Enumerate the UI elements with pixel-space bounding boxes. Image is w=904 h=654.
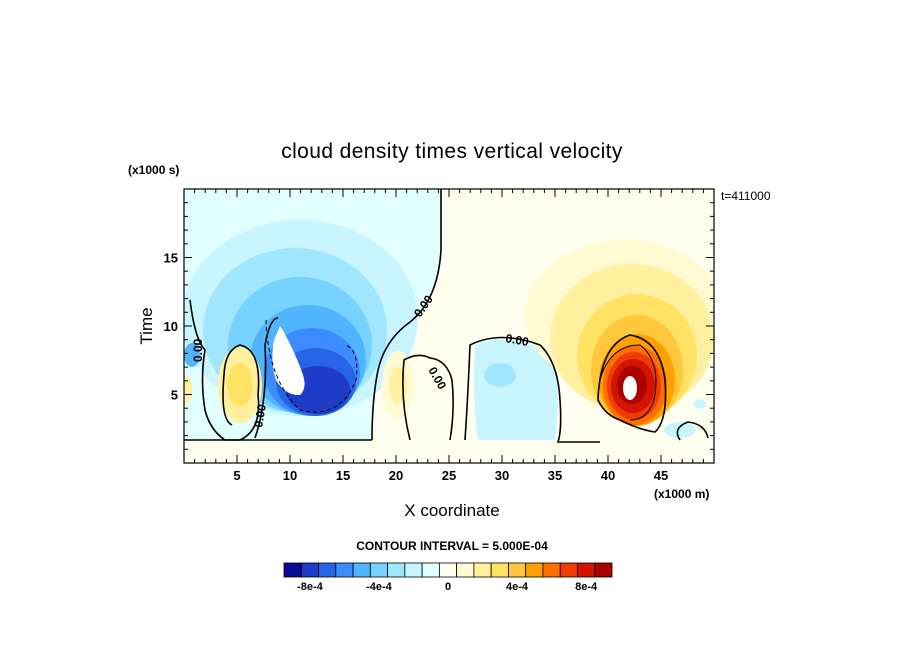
- colorbar-swatch: [335, 562, 354, 578]
- colorbar-label: 0: [445, 581, 451, 593]
- positive-blob-mid-core: [389, 367, 407, 403]
- colorbar-swatch: [508, 562, 527, 578]
- positive-core-saturated: [623, 376, 637, 400]
- positive-edge-left: [184, 376, 192, 404]
- x-axis-ticks: 5 10 15 20 25 30 35 40 45: [194, 189, 704, 483]
- positive-blob-left-core: [227, 363, 253, 407]
- colorbar-swatch: [490, 562, 509, 578]
- y-tick-label: 10: [164, 319, 178, 334]
- colorbar-swatch: [421, 562, 440, 578]
- x-tick-label: 35: [548, 468, 562, 483]
- zero-contour-mid: [402, 354, 454, 441]
- zero-contours: [184, 189, 709, 443]
- colorbar-swatch: [369, 562, 388, 578]
- zero-contour-left: [189, 299, 260, 441]
- colorbar-swatch: [456, 562, 475, 578]
- y-axis-unit: (x1000 s): [128, 163, 180, 177]
- colorbar: [283, 562, 613, 578]
- y-axis-ticks: 5 10 15: [164, 202, 714, 450]
- x-axis-unit: (x1000 m): [654, 487, 710, 501]
- chart-title: cloud density times vertical velocity: [281, 140, 623, 163]
- colorbar-swatch: [438, 562, 458, 578]
- colorbar-swatch: [577, 562, 596, 578]
- contour-interval-label: CONTOUR INTERVAL = 5.000E-04: [356, 539, 548, 553]
- colorbar-swatch: [559, 562, 578, 578]
- colorbar-label: -4e-4: [366, 581, 393, 593]
- contour-label-2: 0.00: [504, 331, 530, 349]
- field-lower-band: [184, 442, 714, 463]
- colorbar-swatch: [300, 562, 319, 578]
- x-tick-label: 5: [233, 468, 240, 483]
- contour-label-5: 0.00: [251, 403, 269, 429]
- x-tick-label: 40: [601, 468, 615, 483]
- colorbar-label: 8e-4: [575, 581, 598, 593]
- x-tick-label: 30: [495, 468, 509, 483]
- x-tick-label: 10: [283, 468, 297, 483]
- x-axis-label: X coordinate: [404, 501, 500, 520]
- colorbar-swatch: [318, 562, 337, 578]
- zero-contour-right: [464, 336, 600, 443]
- negative-core-saturated: [272, 326, 305, 396]
- left-edge-negative: [184, 343, 200, 367]
- x-tick-label: 45: [654, 468, 668, 483]
- colorbar-swatch: [352, 562, 371, 578]
- colorbar-swatch: [473, 562, 492, 578]
- colorbar-label: -8e-4: [297, 581, 324, 593]
- colorbar-labels: -8e-4 -4e-4 0 4e-4 8e-4: [297, 581, 598, 593]
- colorbar-swatch: [404, 562, 423, 578]
- contour-label-4: 0.00: [191, 338, 205, 362]
- y-tick-label: 15: [164, 251, 178, 266]
- colorbar-swatch: [594, 562, 613, 578]
- colorbar-swatch: [525, 562, 544, 578]
- time-stamp: t=411000: [721, 189, 771, 203]
- negative-middle-core: [484, 363, 516, 387]
- negative-region-right: [664, 422, 696, 438]
- colorbar-swatch: [387, 562, 406, 578]
- positive-contour-inner: [599, 344, 657, 421]
- zero-contour-positive: [597, 334, 667, 433]
- colorbar-swatch: [283, 562, 302, 578]
- y-tick-label: 5: [171, 388, 178, 403]
- x-tick-label: 25: [442, 468, 456, 483]
- colorbar-swatch: [542, 562, 561, 578]
- negative-spot-right: [694, 399, 706, 409]
- y-axis-label: Time: [137, 307, 156, 344]
- zero-contour-main: [371, 189, 442, 441]
- colorbar-label: 4e-4: [506, 581, 529, 593]
- zero-contour-edge: [676, 421, 709, 441]
- x-tick-label: 20: [389, 468, 403, 483]
- zero-contour-left2: [254, 317, 279, 439]
- x-tick-label: 15: [336, 468, 350, 483]
- negative-contour-dashed: [265, 319, 358, 413]
